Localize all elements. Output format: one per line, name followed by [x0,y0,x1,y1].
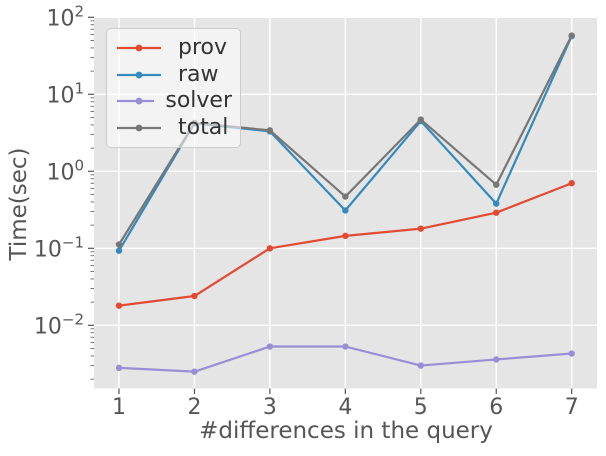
legend-label-total: total [178,114,229,140]
data-point-prov [493,209,500,216]
data-point-raw [493,200,500,207]
legend-label-prov: prov [178,35,228,61]
legend-line-sample-prov [117,44,161,52]
x-tick-label: 4 [338,395,352,420]
data-point-solver [266,343,274,350]
data-point-total [417,116,424,123]
data-point-prov [266,245,274,252]
y-axis-label: Time(sec) [6,147,32,261]
legend-label-raw: raw [178,61,219,87]
x-tick-label: 7 [565,395,579,420]
legend-line-sample-solver [117,97,155,105]
data-point-solver [342,343,349,350]
legend-line-sample-total [117,124,161,132]
y-tick-label: 101 [46,79,84,108]
x-tick-label: 2 [187,395,201,420]
y-tick-label: 10−1 [34,233,84,262]
x-tick-label: 6 [489,395,503,420]
data-point-prov [191,292,198,300]
data-point-raw [115,247,123,254]
legend-label-solver: solver [165,88,232,114]
x-tick-label: 5 [414,395,428,420]
legend-item-total: total [115,115,232,142]
data-point-total [266,127,274,134]
y-tick-label: 102 [46,2,84,31]
y-tick-label: 10−2 [34,310,84,339]
x-axis-label: #differences in the query [199,418,493,444]
series-prov [115,180,575,309]
data-point-total [568,32,575,39]
data-point-solver [568,350,575,357]
data-point-total [493,181,500,188]
data-point-solver [493,356,500,363]
legend-item-raw: raw [115,62,232,89]
legend: prov raw solver total [106,28,241,148]
legend-item-solver: solver [115,88,232,115]
series-solver [115,343,575,375]
x-tick-label: 3 [263,395,277,420]
data-point-raw [342,207,349,214]
axis-ticks [88,16,573,394]
legend-item-prov: prov [115,35,232,62]
data-point-prov [417,225,424,232]
data-point-prov [568,180,575,187]
legend-line-sample-raw [117,71,161,79]
y-tick-label: 100 [46,156,84,185]
data-point-solver [417,362,424,369]
data-point-total [342,193,349,200]
data-point-prov [115,302,123,309]
data-point-solver [115,364,123,372]
data-point-solver [191,368,198,375]
data-point-total [115,241,123,248]
x-tick-label: 1 [112,395,126,420]
data-point-prov [342,232,349,240]
